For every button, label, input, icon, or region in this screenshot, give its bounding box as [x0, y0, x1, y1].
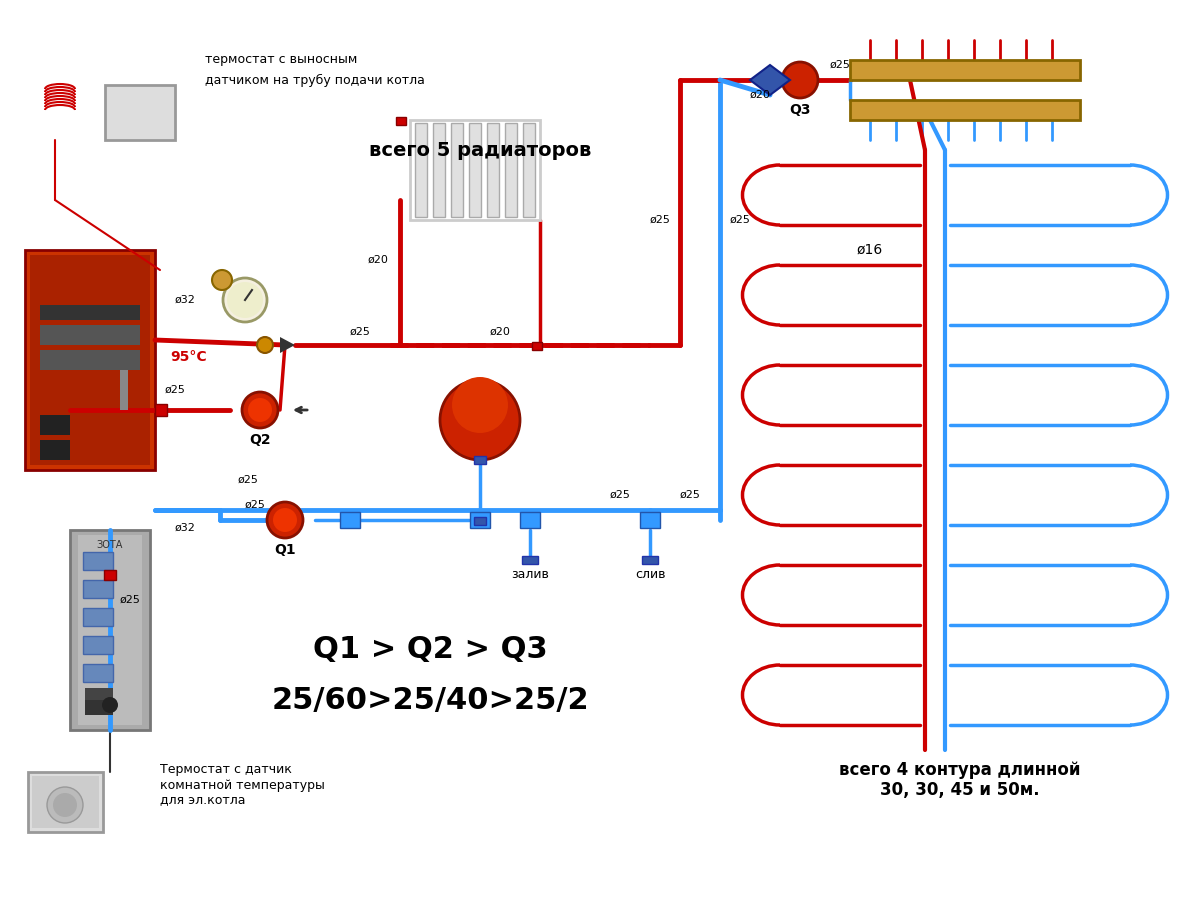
Text: ø32: ø32	[175, 295, 195, 305]
Bar	[70, 530, 150, 730]
Bar	[474, 456, 486, 464]
Bar	[85, 688, 113, 700]
Text: ЗОТА: ЗОТА	[97, 540, 123, 550]
Text: Q3: Q3	[789, 103, 811, 117]
Text: ø20: ø20	[368, 255, 388, 265]
Bar	[83, 664, 113, 682]
Text: ø25: ø25	[237, 475, 259, 485]
Bar	[415, 123, 427, 217]
Circle shape	[47, 787, 83, 823]
Text: всего 4 контура длинной
30, 30, 45 и 50м.: всего 4 контура длинной 30, 30, 45 и 50м…	[839, 760, 1080, 799]
Bar	[469, 123, 481, 217]
Text: ø16: ø16	[857, 243, 884, 257]
Bar	[433, 123, 445, 217]
Text: Q1 > Q2 > Q3: Q1 > Q2 > Q3	[313, 635, 547, 664]
Text: термостат с выносным: термостат с выносным	[205, 53, 357, 67]
Text: ø25: ø25	[650, 215, 670, 225]
Circle shape	[257, 337, 273, 353]
Text: датчиком на трубу подачи котла: датчиком на трубу подачи котла	[205, 74, 424, 86]
Bar	[83, 552, 113, 570]
Circle shape	[248, 398, 272, 422]
Bar	[106, 85, 175, 140]
Bar	[120, 370, 128, 410]
Text: Термостат с датчик
комнатной температуры
для эл.котла: Термостат с датчик комнатной температуры…	[159, 763, 325, 806]
Text: слив: слив	[634, 569, 665, 581]
Text: 25/60>25/40>25/2: 25/60>25/40>25/2	[271, 686, 589, 715]
Circle shape	[782, 62, 818, 98]
Bar	[532, 342, 542, 350]
Bar	[32, 776, 100, 828]
Bar	[850, 100, 1080, 120]
Bar	[78, 535, 141, 725]
Text: ø25: ø25	[120, 595, 140, 605]
Bar	[83, 636, 113, 654]
Circle shape	[452, 377, 508, 433]
Circle shape	[53, 793, 77, 817]
Text: всего 5 радиаторов: всего 5 радиаторов	[369, 140, 591, 159]
Bar	[40, 440, 70, 460]
Text: Q1: Q1	[275, 543, 296, 557]
Bar	[505, 123, 517, 217]
Text: 95°C: 95°C	[170, 350, 206, 364]
Text: ø25: ø25	[164, 385, 186, 395]
Bar	[40, 350, 140, 370]
Bar	[474, 517, 486, 525]
Bar	[40, 305, 140, 320]
Circle shape	[223, 278, 267, 322]
Text: залив: залив	[511, 569, 549, 581]
Circle shape	[227, 282, 263, 318]
Bar	[25, 250, 155, 470]
Text: ø25: ø25	[350, 327, 370, 337]
Text: ø32: ø32	[175, 523, 195, 533]
Circle shape	[267, 502, 303, 538]
Bar	[520, 512, 540, 528]
Bar	[341, 512, 360, 528]
Bar	[28, 772, 103, 832]
Bar	[850, 60, 1080, 80]
Text: ø25: ø25	[830, 60, 850, 70]
Bar	[155, 404, 167, 416]
Bar	[40, 415, 70, 435]
Bar	[83, 580, 113, 598]
Bar	[470, 512, 490, 528]
Circle shape	[102, 697, 118, 713]
Circle shape	[242, 392, 278, 428]
Bar	[522, 556, 538, 564]
Text: Q2: Q2	[249, 433, 271, 447]
Polygon shape	[281, 337, 295, 353]
Bar	[410, 120, 540, 220]
Circle shape	[212, 270, 231, 290]
Circle shape	[273, 508, 297, 532]
Bar	[487, 123, 499, 217]
Text: ø25: ø25	[680, 490, 700, 500]
Bar	[641, 556, 658, 564]
Text: ø25: ø25	[245, 500, 265, 510]
Text: ø20: ø20	[749, 90, 771, 100]
Bar	[30, 255, 150, 465]
Bar	[640, 512, 659, 528]
Bar	[40, 325, 140, 345]
Text: ø25: ø25	[729, 215, 751, 225]
Bar	[83, 608, 113, 626]
Bar	[85, 700, 113, 715]
Bar	[523, 123, 535, 217]
Bar	[396, 117, 406, 125]
Bar	[451, 123, 463, 217]
Circle shape	[440, 380, 520, 460]
Bar	[104, 570, 116, 580]
Text: ø20: ø20	[489, 327, 511, 337]
Polygon shape	[751, 65, 790, 95]
Text: ø25: ø25	[609, 490, 631, 500]
